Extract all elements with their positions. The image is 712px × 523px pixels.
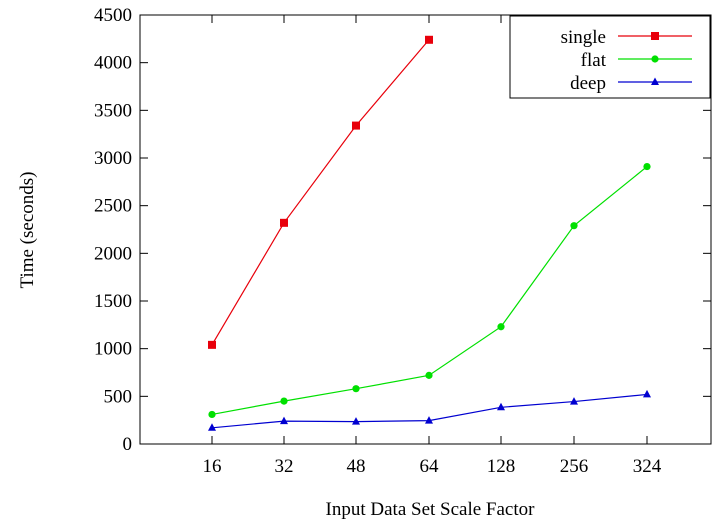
y-tick-label: 4500 [94, 5, 132, 26]
legend-label-flat: flat [581, 50, 607, 71]
data-point-flat [497, 323, 505, 331]
x-axis: 16 32 48 64 128 256 324 [203, 15, 662, 477]
data-point-deep [497, 402, 505, 411]
data-point-deep [280, 416, 288, 425]
data-point-flat [208, 410, 216, 419]
legend-box [509, 15, 711, 99]
data-point-deep [352, 417, 360, 425]
y-tick-label: 2500 [94, 196, 132, 217]
data-point-deep [643, 389, 651, 398]
y-tick-label: 3000 [94, 148, 132, 169]
legend-label-deep: deep [570, 73, 606, 94]
series-single [208, 35, 433, 349]
data-point-deep [570, 397, 578, 405]
series-layer [208, 35, 651, 431]
x-tick-label: 16 [203, 456, 222, 477]
y-tick-label: 3500 [94, 100, 132, 121]
data-point-flat [280, 397, 288, 405]
data-point-single [352, 121, 360, 130]
x-tick-label: 48 [347, 456, 366, 477]
data-point-flat [352, 385, 360, 393]
y-tick-label: 2000 [94, 243, 132, 264]
data-point-flat [643, 162, 651, 171]
series-line-single [211, 39, 430, 346]
plot-area [139, 14, 712, 445]
y-axis: 0 500 1000 1500 2000 2500 3000 3500 4000 4500 [94, 5, 711, 455]
legend-marker-flat [651, 55, 659, 63]
y-tick-label: 4000 [94, 53, 132, 74]
legend-marker-deep [651, 77, 659, 85]
data-point-deep [425, 416, 433, 424]
legend-marker-single [651, 32, 659, 40]
data-point-flat [570, 222, 578, 230]
x-tick-label: 324 [633, 456, 662, 477]
series-flat [208, 162, 651, 419]
y-axis-label: Time (seconds) [17, 172, 38, 289]
y-tick-label: 1000 [94, 339, 132, 360]
x-tick-label: 128 [487, 456, 516, 477]
data-point-single [280, 218, 288, 227]
data-point-flat [425, 371, 433, 379]
data-point-deep [208, 423, 216, 431]
x-axis-label: Input Data Set Scale Factor [326, 499, 536, 520]
legend-label-single: single [561, 27, 606, 48]
x-tick-label: 32 [275, 456, 294, 477]
x-tick-label: 256 [560, 456, 589, 477]
data-point-single [425, 35, 433, 44]
y-tick-label: 0 [123, 434, 133, 455]
series-deep [208, 389, 651, 431]
data-point-single [208, 340, 216, 349]
y-tick-label: 500 [104, 386, 133, 407]
x-tick-label: 64 [420, 456, 440, 477]
y-tick-label: 1500 [94, 291, 132, 312]
